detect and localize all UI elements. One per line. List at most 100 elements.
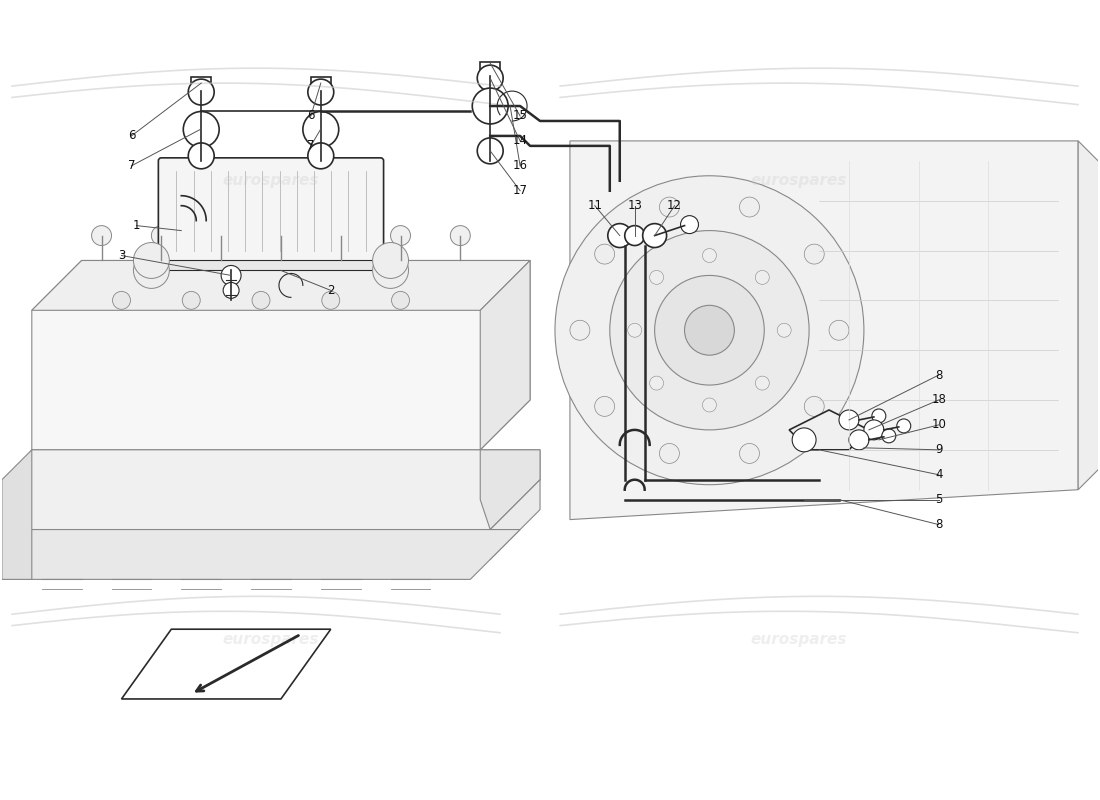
Circle shape	[308, 143, 333, 169]
Text: 17: 17	[513, 184, 528, 198]
Circle shape	[91, 226, 111, 246]
Circle shape	[595, 244, 615, 264]
Circle shape	[450, 226, 471, 246]
Circle shape	[188, 79, 214, 105]
Circle shape	[839, 410, 859, 430]
Text: 1: 1	[133, 219, 140, 232]
Text: 4: 4	[935, 468, 943, 482]
Circle shape	[829, 320, 849, 340]
Circle shape	[650, 270, 663, 284]
Polygon shape	[32, 261, 530, 310]
Circle shape	[756, 376, 769, 390]
Polygon shape	[146, 261, 396, 270]
Polygon shape	[12, 450, 540, 530]
FancyBboxPatch shape	[481, 62, 500, 77]
Circle shape	[477, 138, 503, 164]
Text: eurospares: eurospares	[751, 174, 847, 188]
Circle shape	[896, 419, 911, 433]
Circle shape	[570, 320, 590, 340]
Text: 13: 13	[627, 199, 642, 212]
Text: eurospares: eurospares	[751, 632, 847, 646]
Circle shape	[756, 270, 769, 284]
Polygon shape	[32, 261, 530, 450]
Circle shape	[223, 282, 239, 298]
Circle shape	[864, 420, 883, 440]
Circle shape	[308, 79, 333, 105]
Polygon shape	[570, 141, 1078, 519]
Circle shape	[373, 242, 408, 278]
Text: 18: 18	[932, 394, 946, 406]
Circle shape	[112, 291, 131, 310]
Circle shape	[609, 230, 810, 430]
Circle shape	[628, 323, 641, 338]
Text: 6: 6	[128, 130, 135, 142]
Circle shape	[252, 291, 270, 310]
Text: 8: 8	[935, 518, 943, 531]
Polygon shape	[2, 530, 520, 579]
Circle shape	[271, 226, 290, 246]
Circle shape	[849, 430, 869, 450]
Circle shape	[152, 226, 172, 246]
Circle shape	[331, 226, 351, 246]
FancyBboxPatch shape	[191, 77, 211, 92]
Circle shape	[183, 291, 200, 310]
Circle shape	[625, 226, 645, 246]
Polygon shape	[1078, 141, 1100, 490]
Circle shape	[739, 197, 759, 217]
Circle shape	[556, 176, 864, 485]
Text: 12: 12	[667, 199, 682, 212]
Circle shape	[654, 275, 764, 385]
Circle shape	[390, 226, 410, 246]
Circle shape	[642, 224, 667, 247]
Circle shape	[184, 111, 219, 147]
FancyBboxPatch shape	[311, 77, 331, 92]
Circle shape	[882, 429, 895, 443]
Circle shape	[373, 253, 408, 288]
Circle shape	[739, 443, 759, 463]
Text: 9: 9	[935, 443, 943, 456]
Circle shape	[872, 409, 886, 423]
Circle shape	[211, 226, 231, 246]
Text: 14: 14	[513, 134, 528, 147]
Circle shape	[472, 88, 508, 124]
Circle shape	[221, 266, 241, 286]
Circle shape	[477, 65, 503, 91]
Text: 3: 3	[118, 249, 125, 262]
Circle shape	[322, 291, 340, 310]
Text: 10: 10	[932, 418, 946, 431]
Polygon shape	[481, 450, 540, 530]
Circle shape	[608, 224, 631, 247]
Text: 7: 7	[128, 159, 135, 172]
Text: 8: 8	[935, 369, 943, 382]
Circle shape	[681, 216, 698, 234]
Text: 2: 2	[327, 284, 334, 297]
Text: 11: 11	[587, 199, 603, 212]
Circle shape	[703, 249, 716, 262]
Circle shape	[778, 323, 791, 338]
Polygon shape	[481, 261, 530, 450]
Circle shape	[133, 242, 169, 278]
Circle shape	[595, 397, 615, 416]
Circle shape	[392, 291, 409, 310]
Text: 6: 6	[307, 110, 315, 122]
Text: eurospares: eurospares	[222, 632, 319, 646]
Polygon shape	[789, 410, 869, 450]
Text: 5: 5	[935, 493, 943, 506]
Polygon shape	[2, 450, 32, 579]
Circle shape	[804, 244, 824, 264]
Circle shape	[188, 143, 214, 169]
Circle shape	[684, 306, 735, 355]
Circle shape	[659, 443, 680, 463]
Text: 15: 15	[513, 110, 528, 122]
Circle shape	[659, 197, 680, 217]
Circle shape	[804, 397, 824, 416]
Text: 7: 7	[307, 139, 315, 152]
Circle shape	[650, 376, 663, 390]
Circle shape	[703, 398, 716, 412]
Circle shape	[792, 428, 816, 452]
Circle shape	[133, 253, 169, 288]
Text: eurospares: eurospares	[222, 174, 319, 188]
FancyBboxPatch shape	[158, 158, 384, 263]
Circle shape	[302, 111, 339, 147]
Text: 16: 16	[513, 159, 528, 172]
